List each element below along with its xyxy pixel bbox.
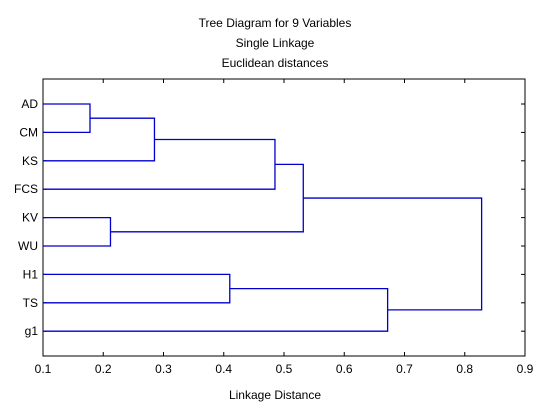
x-axis: 0.1 0.2 0.3 0.4 0.5 0.6 0.7 0.8 0.9 [35, 79, 534, 376]
chart-title: Tree Diagram for 9 Variables [198, 16, 352, 30]
chart-subtitle-linkage: Single Linkage [235, 36, 315, 50]
leaf-label: AD [21, 97, 38, 111]
leaf-label: KS [22, 154, 38, 168]
x-tick-label: 0.8 [456, 362, 473, 376]
x-tick-label: 0.5 [276, 362, 293, 376]
dendrogram-link-c2 [43, 117, 156, 162]
dendrogram-link-c8 [303, 197, 483, 311]
dendrogram-link-c7 [43, 287, 389, 332]
leaf-label: KV [22, 211, 38, 225]
x-tick-label: 0.7 [396, 362, 413, 376]
x-tick-label: 0.4 [215, 362, 232, 376]
x-tick-label: 0.2 [95, 362, 112, 376]
leaf-label: CM [19, 125, 38, 139]
leaf-label: H1 [23, 267, 39, 281]
dendrogram-link-c4 [43, 216, 112, 247]
x-tick-label: 0.3 [155, 362, 172, 376]
y-axis: AD CM KS FCS KV WU H1 TS g1 [14, 97, 525, 338]
leaf-label: FCS [14, 182, 38, 196]
dendrogram-link-c3 [43, 138, 276, 190]
dendrogram-link-c6 [43, 273, 231, 304]
plot-frame [42, 78, 526, 357]
x-tick-label: 0.6 [336, 362, 353, 376]
leaf-label: TS [23, 296, 38, 310]
dendrogram-link-c1 [43, 103, 91, 134]
leaf-label: g1 [25, 324, 39, 338]
dendrogram-links [43, 103, 483, 332]
x-tick-label: 0.9 [517, 362, 534, 376]
leaf-label: WU [18, 239, 38, 253]
x-axis-label: Linkage Distance [228, 388, 322, 402]
x-tick-label: 0.1 [35, 362, 52, 376]
chart-subtitle-distance: Euclidean distances [221, 56, 329, 70]
